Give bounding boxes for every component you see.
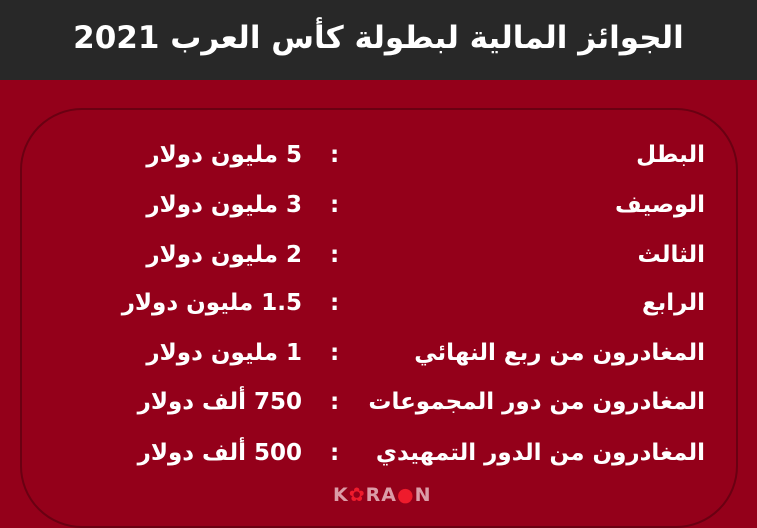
- separator: :: [330, 290, 340, 316]
- separator: :: [330, 192, 340, 218]
- prize-row: البطل: 5 مليون دولار: [0, 142, 757, 182]
- separator: :: [330, 389, 340, 415]
- separator: :: [330, 340, 340, 366]
- prize-amount: 5 مليون دولار: [146, 142, 302, 168]
- prize-row: المغادرون من دور المجموعات: 750 ألف دولار: [0, 389, 757, 429]
- prize-row: المغادرون من ربع النهائي: 1 مليون دولار: [0, 340, 757, 380]
- prize-stage: المغادرون من الدور التمهيدي: [375, 440, 705, 466]
- prize-row: المغادرون من الدور التمهيدي: 500 ألف دولا…: [0, 440, 757, 480]
- header-bar: الجوائز المالية لبطولة كأس العرب 2021: [0, 0, 757, 80]
- prize-stage: البطل: [636, 142, 705, 168]
- prize-stage: المغادرون من ربع النهائي: [414, 340, 705, 366]
- prize-stage: الوصيف: [615, 192, 705, 218]
- prize-amount: 1.5 مليون دولار: [121, 290, 302, 316]
- prize-amount: 500 ألف دولار: [137, 440, 302, 466]
- prize-stage: الثالث: [637, 242, 705, 268]
- prize-stage: المغادرون من دور المجموعات: [368, 389, 705, 415]
- separator: :: [330, 440, 340, 466]
- prize-amount: 750 ألف دولار: [137, 389, 302, 415]
- prize-row: الثالث: 2 مليون دولار: [0, 242, 757, 282]
- separator: :: [330, 242, 340, 268]
- prize-stage: الرابع: [641, 290, 705, 316]
- prize-amount: 3 مليون دولار: [146, 192, 302, 218]
- separator: :: [330, 142, 340, 168]
- prize-row: الوصيف: 3 مليون دولار: [0, 192, 757, 232]
- prize-row: الرابع: 1.5 مليون دولار: [0, 290, 757, 330]
- watermark-logo: K✿RA●N: [333, 484, 432, 506]
- page-title: الجوائز المالية لبطولة كأس العرب 2021: [73, 20, 684, 56]
- prize-amount: 2 مليون دولار: [146, 242, 302, 268]
- prize-amount: 1 مليون دولار: [146, 340, 302, 366]
